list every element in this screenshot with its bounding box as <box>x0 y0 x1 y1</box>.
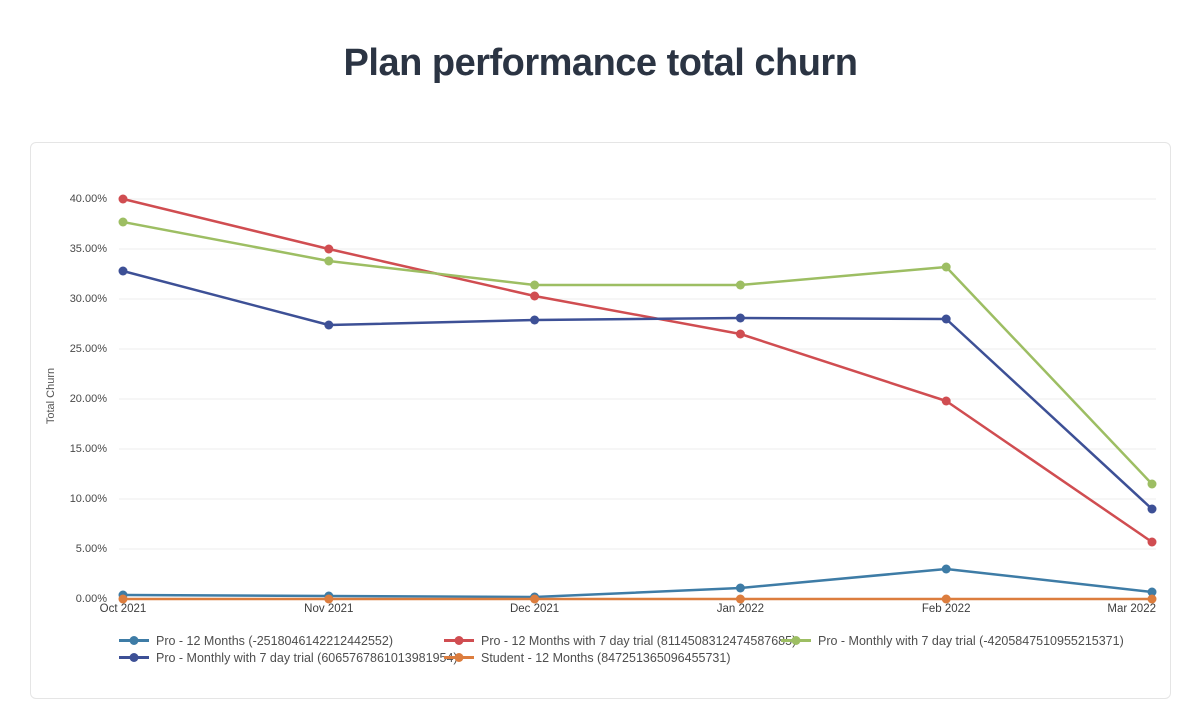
series-point <box>118 594 128 604</box>
series-point <box>324 320 334 330</box>
series-point <box>735 313 745 323</box>
series-point <box>530 594 540 604</box>
x-tick-label: Jan 2022 <box>716 603 765 615</box>
series-point <box>735 583 745 593</box>
series-point <box>941 564 951 574</box>
legend-marker-icon <box>444 653 474 662</box>
y-tick-label: 0.00% <box>75 593 107 605</box>
x-tick-label: Oct 2021 <box>99 603 147 615</box>
series-point <box>118 266 128 276</box>
series-point <box>530 315 540 325</box>
legend-item-label: Student - 12 Months (847251365096455731) <box>481 650 731 665</box>
y-tick-label: 25.00% <box>69 343 107 355</box>
series-line <box>121 567 1154 599</box>
series-point <box>530 291 540 301</box>
legend-item[interactable]: Pro - 12 Months (-2518046142212442552) <box>119 633 444 648</box>
series-point <box>941 396 951 406</box>
series-point <box>324 244 334 254</box>
page-title: Plan performance total churn <box>343 42 858 84</box>
y-tick-label: 20.00% <box>69 393 107 405</box>
series-point <box>1147 594 1157 604</box>
legend-item[interactable]: Pro - 12 Months with 7 day trial (811450… <box>444 633 796 648</box>
series-point <box>941 314 951 324</box>
series-point <box>118 194 128 204</box>
x-tick-label: Feb 2022 <box>921 603 971 615</box>
series-point <box>735 329 745 339</box>
series-point <box>735 594 745 604</box>
legend-item[interactable]: Student - 12 Months (847251365096455731) <box>444 650 781 665</box>
y-tick-label: 10.00% <box>69 493 107 505</box>
legend-item-label: Pro - 12 Months (-2518046142212442552) <box>156 633 393 648</box>
legend-item-label: Pro - 12 Months with 7 day trial (811450… <box>481 633 797 648</box>
x-tick-label: Dec 2021 <box>509 603 560 615</box>
legend-marker-icon <box>781 636 811 645</box>
legend-marker-icon <box>119 653 149 662</box>
series-point <box>1147 587 1157 597</box>
legend-item-label: Pro - Monthly with 7 day trial (60657678… <box>156 650 458 665</box>
legend-marker-icon <box>119 636 149 645</box>
y-tick-label: 15.00% <box>69 443 107 455</box>
y-tick-label: 5.00% <box>75 543 107 555</box>
chart-legend: Pro - 12 Months (-2518046142212442552) Pr… <box>119 633 1124 665</box>
x-tick-label: Nov 2021 <box>304 603 354 615</box>
legend-marker-icon <box>444 636 474 645</box>
legend-item-label: Pro - Monthly with 7 day trial (-4205847… <box>818 633 1124 648</box>
series-point <box>1147 504 1157 514</box>
series-point <box>530 280 540 290</box>
series-point <box>941 262 951 272</box>
series-point <box>324 256 334 266</box>
series-point <box>941 594 951 604</box>
series-point <box>735 280 745 290</box>
series-point <box>118 217 128 227</box>
legend-item[interactable]: Pro - Monthly with 7 day trial (-4205847… <box>781 633 1124 648</box>
y-tick-label: 35.00% <box>69 243 107 255</box>
y-tick-label: 30.00% <box>69 293 107 305</box>
series-line <box>121 220 1154 486</box>
chart-card: Total Churn 0.00% 5.00% 10.00% 15.00% 20.00%… <box>30 142 1171 699</box>
legend-item[interactable]: Pro - Monthly with 7 day trial (60657678… <box>119 650 458 665</box>
series-point <box>324 594 334 604</box>
y-tick-label: 40.00% <box>69 193 107 205</box>
series-line <box>121 269 1154 511</box>
series-line <box>121 197 1154 544</box>
chart-plot-area <box>118 194 1157 604</box>
x-tick-label: Mar 2022 <box>1107 603 1156 615</box>
series-point <box>1147 479 1157 489</box>
series-point <box>1147 537 1157 547</box>
